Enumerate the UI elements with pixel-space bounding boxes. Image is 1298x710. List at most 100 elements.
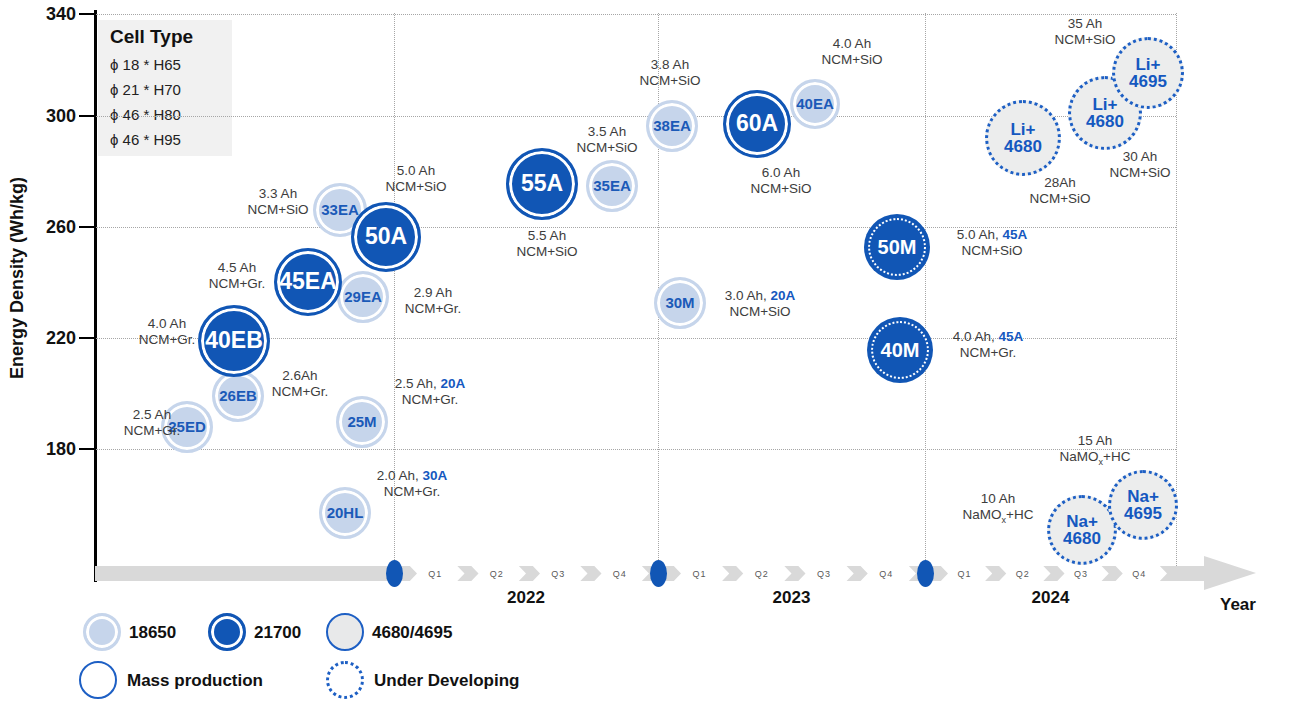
- cell-annotation: 3.5 AhNCM+SiO: [576, 124, 637, 155]
- annotation-line: NCM+SiO: [750, 181, 811, 197]
- cell-bubble-label: 50A: [365, 225, 407, 248]
- year-divider-marker: [917, 560, 934, 587]
- annotation-text: NCM+SiO: [961, 243, 1022, 258]
- annotation-line: NCM+Gr.: [953, 345, 1024, 361]
- annotation-text: 3.5 Ah: [588, 124, 626, 139]
- x-gridline: [925, 13, 926, 566]
- cell-bubble-label: 33EA: [321, 202, 359, 217]
- annotation-line: 2.5 Ah, 20A: [395, 376, 466, 392]
- cell-bubble-38EA: 38EA: [646, 100, 698, 152]
- cell-bubble-label: Na+: [1066, 513, 1098, 530]
- legend-46804695-swatch: [326, 613, 364, 651]
- annotation-text: 2.5 Ah: [133, 407, 171, 422]
- legend-solid-swatch: [79, 661, 117, 699]
- annotation-text: 5.5 Ah: [528, 228, 566, 243]
- cell-bubble-30M: 30M: [654, 277, 706, 329]
- annotation-line: 5.5 Ah: [516, 228, 577, 244]
- cell-annotation: 15 AhNaMOx+HC: [1060, 433, 1131, 470]
- annotation-text: 3.0 Ah,: [725, 288, 767, 303]
- annotation-line: NCM+SiO: [1109, 165, 1170, 181]
- annotation-text: NCM+SiO: [1054, 32, 1115, 47]
- cell-type-title: Cell Type: [110, 26, 222, 48]
- cell-annotation: 3.0 Ah, 20ANCM+SiO: [725, 288, 796, 319]
- annotation-text: 4.0 Ah: [833, 36, 871, 51]
- cell-bubble-50A: 50A: [351, 202, 421, 272]
- cell-annotation: 4.5 AhNCM+Gr.: [209, 260, 266, 291]
- cell-type-item: ϕ 46 * H80: [110, 102, 222, 127]
- cell-annotation: 5.0 Ah, 45ANCM+SiO: [957, 227, 1028, 258]
- annotation-text: 10 Ah: [981, 491, 1016, 506]
- cell-bubble-60A: 60A: [723, 90, 791, 158]
- y-tick-label: 180: [32, 439, 76, 460]
- annotation-line: NCM+Gr.: [209, 276, 266, 292]
- y-tick-label: 340: [32, 4, 76, 25]
- cell-bubble-li4695: Li+4695: [1112, 37, 1184, 109]
- annotation-text: +HC: [1103, 449, 1130, 464]
- annotation-text: 5.0 Ah: [397, 163, 435, 178]
- annotation-text: NCM+SiO: [750, 181, 811, 196]
- cell-bubble-29EA: 29EA: [337, 271, 389, 323]
- year-label: 2023: [773, 588, 811, 608]
- cell-annotation: 10 AhNaMOx+HC: [963, 491, 1034, 528]
- cell-bubble-label: 50M: [878, 237, 917, 257]
- annotation-line: 4.0 Ah: [821, 36, 882, 52]
- cell-bubble-label: 35EA: [593, 178, 631, 193]
- y-tick-mark: [79, 448, 95, 450]
- annotation-text: 2.0 Ah,: [377, 468, 419, 483]
- cell-bubble-label: Li+: [1010, 121, 1035, 138]
- annotation-line: 3.0 Ah, 20A: [725, 288, 796, 304]
- annotation-line: NCM+SiO: [1029, 191, 1090, 207]
- annotation-text: 3.8 Ah: [651, 57, 689, 72]
- cell-bubble-label: 55A: [521, 172, 563, 195]
- cell-bubble-26EB: 26EB: [212, 370, 264, 422]
- y-gridline: [96, 449, 1176, 450]
- annotation-line: NCM+SiO: [821, 52, 882, 68]
- annotation-line: 4.5 Ah: [209, 260, 266, 276]
- cell-bubble-35EA: 35EA: [586, 160, 638, 212]
- y-tick-label: 260: [32, 217, 76, 238]
- annotation-text: NCM+SiO: [516, 244, 577, 259]
- legend-label: 21700: [254, 623, 301, 643]
- annotation-line: NCM+SiO: [247, 202, 308, 218]
- cell-bubble-label: 4680: [1004, 138, 1042, 155]
- annotation-text: 3.3 Ah: [259, 186, 297, 201]
- annotation-line: NCM+SiO: [639, 73, 700, 89]
- annotation-text: NCM+SiO: [576, 140, 637, 155]
- rate-value: 20A: [437, 376, 466, 391]
- cell-annotation: 3.8 AhNCM+SiO: [639, 57, 700, 88]
- cell-bubble-20HL: 20HL: [319, 487, 371, 539]
- cell-annotation: 2.5 AhNCM+Gr.: [124, 407, 181, 438]
- annotation-text: NCM+SiO: [821, 52, 882, 67]
- cell-annotation: 2.0 Ah, 30ANCM+Gr.: [377, 468, 448, 499]
- annotation-line: NCM+Gr.: [395, 392, 466, 408]
- cell-bubble-label: 29EA: [344, 289, 382, 304]
- annotation-line: 10 Ah: [963, 491, 1034, 507]
- annotation-line: 3.3 Ah: [247, 186, 308, 202]
- cell-bubble-label: 4695: [1129, 73, 1167, 90]
- annotation-line: NCM+SiO: [385, 179, 446, 195]
- annotation-text: NaMO: [963, 507, 1002, 522]
- y-axis-title: Energy Density (Wh/kg): [7, 58, 33, 498]
- y-tick-mark: [79, 13, 95, 15]
- cell-annotation: 5.0 AhNCM+SiO: [385, 163, 446, 194]
- cell-bubble-label: Li+: [1092, 96, 1117, 113]
- annotation-text: NCM+Gr.: [960, 345, 1017, 360]
- cell-bubble-40EA: 40EA: [790, 79, 840, 129]
- y-axis-line: [94, 10, 97, 582]
- annotation-text: 30 Ah: [1123, 149, 1158, 164]
- annotation-line: NCM+SiO: [725, 304, 796, 320]
- cell-bubble-label: 38EA: [653, 118, 691, 133]
- cell-bubble-na4695: Na+4695: [1108, 470, 1178, 540]
- annotation-line: NCM+SiO: [1054, 32, 1115, 48]
- annotation-line: 35 Ah: [1054, 16, 1115, 32]
- rate-value: 20A: [767, 288, 796, 303]
- annotation-line: NaMOx+HC: [1060, 449, 1131, 470]
- annotation-text: NCM+SiO: [1109, 165, 1170, 180]
- cell-bubble-label: 26EB: [219, 388, 257, 403]
- cell-bubble-40EB: 40EB: [198, 305, 270, 377]
- cell-bubble-li4680a: Li+4680: [985, 100, 1061, 176]
- cell-bubble-label: Li+: [1135, 56, 1160, 73]
- cell-annotation: 4.0 AhNCM+Gr.: [139, 316, 196, 347]
- annotation-text: NCM+Gr.: [272, 384, 329, 399]
- cell-annotation: 5.5 AhNCM+SiO: [516, 228, 577, 259]
